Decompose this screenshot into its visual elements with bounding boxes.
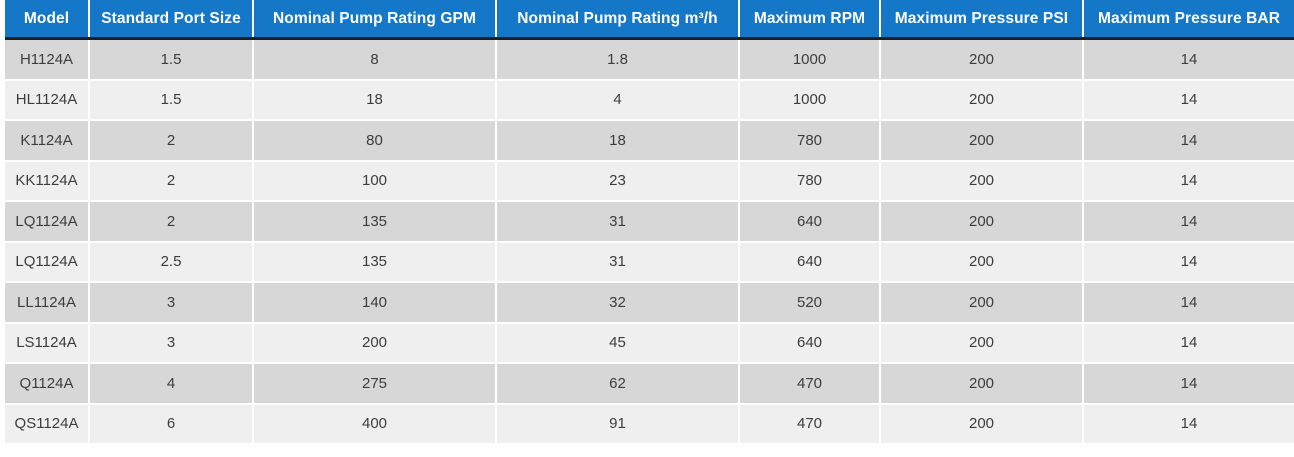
table-cell: 140 (252, 282, 496, 324)
table-cell: 18 (495, 120, 739, 162)
table-cell: 640 (738, 241, 880, 283)
table-cell: 14 (1082, 201, 1294, 243)
table-cell: 1.5 (88, 79, 253, 121)
table-row: LQ1124A 2 135 31 640 200 14 (5, 201, 1294, 243)
table-cell: 31 (495, 201, 739, 243)
table-cell: 8 (252, 38, 496, 81)
table-cell: 45 (495, 322, 739, 364)
table-cell: 640 (738, 201, 880, 243)
table-cell: 18 (252, 79, 496, 121)
table-row: QS1124A 6 400 91 470 200 14 (5, 403, 1294, 445)
table-cell: 400 (252, 403, 496, 445)
table-row: LS1124A 3 200 45 640 200 14 (5, 322, 1294, 364)
table-cell: 200 (879, 282, 1083, 324)
table-cell: 200 (879, 38, 1083, 81)
table-cell: 200 (879, 322, 1083, 364)
table-cell: 32 (495, 282, 739, 324)
table-cell: 135 (252, 241, 496, 283)
table-cell: 1000 (738, 79, 880, 121)
table-cell: 200 (879, 241, 1083, 283)
table-cell: 91 (495, 403, 739, 445)
table-cell: 23 (495, 160, 739, 202)
table-row: KK1124A 2 100 23 780 200 14 (5, 160, 1294, 202)
table-cell: LS1124A (5, 322, 89, 364)
table-cell: 135 (252, 201, 496, 243)
table-cell: 2.5 (88, 241, 253, 283)
table-cell: 80 (252, 120, 496, 162)
table-cell: LQ1124A (5, 201, 89, 243)
table-cell: 14 (1082, 241, 1294, 283)
table-cell: 14 (1082, 282, 1294, 324)
table-header-row: Model Standard Port Size Nominal Pump Ra… (5, 0, 1294, 40)
table-row: H1124A 1.5 8 1.8 1000 200 14 (5, 38, 1294, 81)
table-cell: 14 (1082, 403, 1294, 445)
table-cell: 1.8 (495, 38, 739, 81)
table-cell: 470 (738, 403, 880, 445)
table-cell: 200 (879, 79, 1083, 121)
table-cell: 1.5 (88, 38, 253, 81)
table-row: LL1124A 3 140 32 520 200 14 (5, 282, 1294, 324)
table-cell: 200 (879, 120, 1083, 162)
table-row: K1124A 2 80 18 780 200 14 (5, 120, 1294, 162)
table-cell: 2 (88, 120, 253, 162)
table-cell: 14 (1082, 120, 1294, 162)
table-cell: 4 (88, 363, 253, 405)
table-cell: 31 (495, 241, 739, 283)
column-header-maximum-pressure-psi: Maximum Pressure PSI (879, 0, 1083, 40)
table-row: HL1124A 1.5 18 4 1000 200 14 (5, 79, 1294, 121)
table-cell: 2 (88, 201, 253, 243)
table-cell: LQ1124A (5, 241, 89, 283)
pump-spec-table: Model Standard Port Size Nominal Pump Ra… (5, 0, 1294, 445)
table-cell: 4 (495, 79, 739, 121)
table-cell: 14 (1082, 322, 1294, 364)
table-cell: 200 (879, 363, 1083, 405)
column-header-pump-rating-gpm: Nominal Pump Rating GPM (252, 0, 496, 40)
table-body: H1124A 1.5 8 1.8 1000 200 14 HL1124A 1.5 18 4 1000 2… (5, 38, 1294, 445)
table-cell: 3 (88, 322, 253, 364)
table-cell: 640 (738, 322, 880, 364)
table-cell: HL1124A (5, 79, 89, 121)
table-cell: 3 (88, 282, 253, 324)
table-cell: 780 (738, 120, 880, 162)
spec-table-wrapper: Model Standard Port Size Nominal Pump Ra… (5, 0, 1294, 445)
table-cell: 14 (1082, 38, 1294, 81)
table-cell: KK1124A (5, 160, 89, 202)
column-header-standard-port-size: Standard Port Size (88, 0, 253, 40)
column-header-model: Model (5, 0, 89, 40)
table-cell: 520 (738, 282, 880, 324)
table-cell: 14 (1082, 363, 1294, 405)
table-cell: 200 (879, 160, 1083, 202)
table-cell: 6 (88, 403, 253, 445)
column-header-pump-rating-m3h: Nominal Pump Rating m³/h (495, 0, 739, 40)
table-cell: 100 (252, 160, 496, 202)
table-cell: 200 (252, 322, 496, 364)
table-cell: H1124A (5, 38, 89, 81)
column-header-maximum-pressure-bar: Maximum Pressure BAR (1082, 0, 1294, 40)
column-header-maximum-rpm: Maximum RPM (738, 0, 880, 40)
table-row: Q1124A 4 275 62 470 200 14 (5, 363, 1294, 405)
table-cell: 14 (1082, 160, 1294, 202)
table-cell: 1000 (738, 38, 880, 81)
table-cell: 14 (1082, 79, 1294, 121)
table-cell: 2 (88, 160, 253, 202)
table-cell: 470 (738, 363, 880, 405)
table-cell: QS1124A (5, 403, 89, 445)
table-cell: 200 (879, 403, 1083, 445)
table-cell: 62 (495, 363, 739, 405)
table-row: LQ1124A 2.5 135 31 640 200 14 (5, 241, 1294, 283)
table-cell: K1124A (5, 120, 89, 162)
table-cell: LL1124A (5, 282, 89, 324)
table-cell: Q1124A (5, 363, 89, 405)
table-cell: 200 (879, 201, 1083, 243)
table-cell: 275 (252, 363, 496, 405)
table-cell: 780 (738, 160, 880, 202)
